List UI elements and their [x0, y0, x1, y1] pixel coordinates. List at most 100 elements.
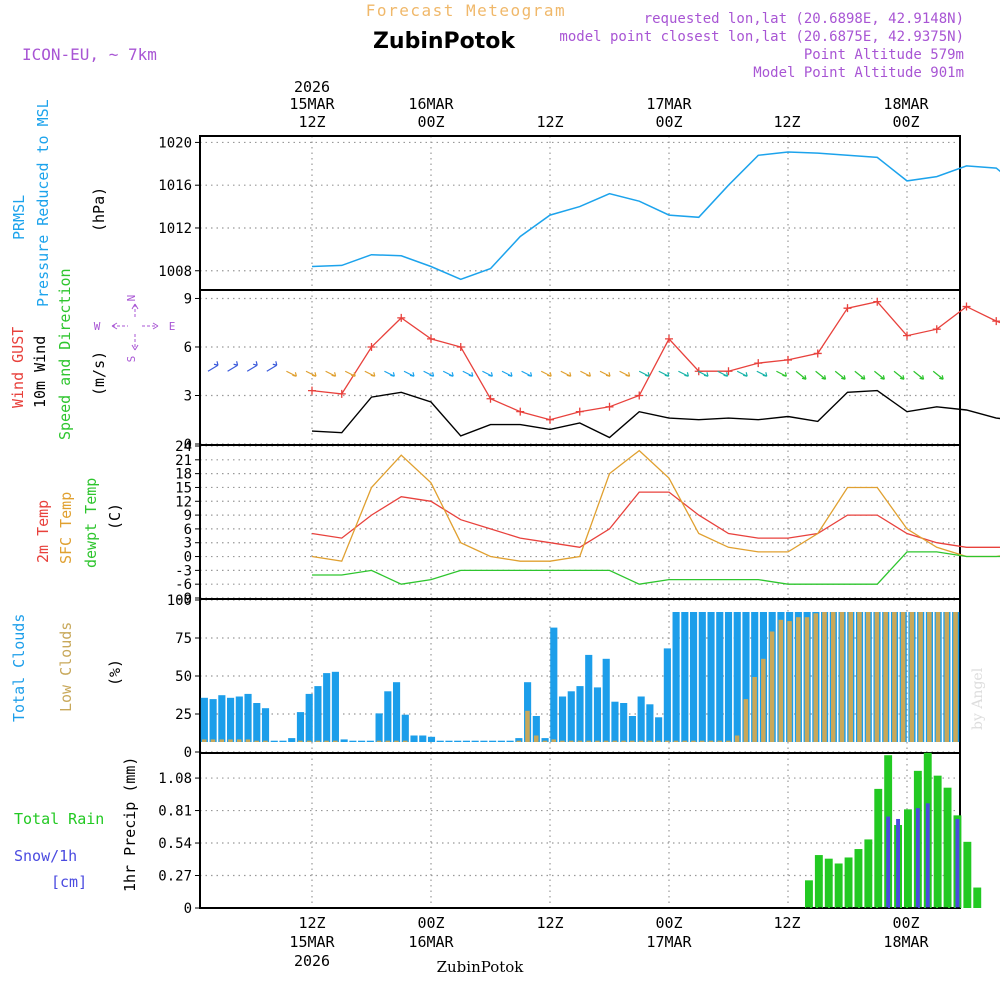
- total-cloud-bar: [576, 686, 584, 742]
- snow-unit: [cm]: [51, 873, 87, 891]
- total-cloud-bar: [620, 703, 628, 742]
- low-cloud-bar: [612, 740, 618, 742]
- total-cloud-bar: [585, 654, 593, 742]
- low-cloud-bar: [525, 710, 530, 742]
- rain-bar: [824, 858, 833, 908]
- wind-dir-arrow: [521, 370, 533, 377]
- y-tick-label: 6: [184, 522, 192, 538]
- snow-bar: [955, 818, 960, 908]
- wind-dir-arrow: [834, 370, 846, 380]
- low-cloud-bar: [324, 740, 329, 742]
- wind-line: [311, 389, 1000, 439]
- total-cloud-bar: [707, 612, 715, 742]
- wind-dir-arrow: [266, 361, 278, 372]
- wind-dir-arrow: [384, 370, 395, 377]
- total-cloud-bar: [480, 740, 488, 742]
- low-cloud-bar: [656, 740, 661, 742]
- low-cloud-bar: [883, 612, 888, 742]
- total-cloud-bar: [235, 696, 243, 742]
- rain-bar: [814, 855, 823, 908]
- total-cloud-bar: [489, 740, 497, 742]
- compass-s: S: [125, 356, 138, 363]
- low-cloud-bar: [874, 612, 880, 742]
- low-cloud-bar: [402, 740, 408, 742]
- wind-label: 10m Wind: [31, 336, 49, 408]
- time-label: 12Z: [773, 113, 800, 131]
- total-cloud-bar: [506, 740, 514, 742]
- total-cloud-bar: [602, 658, 610, 742]
- compass-rose: N S W E: [94, 295, 176, 363]
- time-label: 00Z: [417, 914, 444, 932]
- time-label: 12Z: [298, 113, 325, 131]
- wind-dir-arrow: [697, 370, 709, 377]
- wind-frame: [199, 289, 961, 446]
- total-cloud-bar: [567, 691, 575, 742]
- total-cloud-bar: [358, 740, 366, 742]
- pressure-unit: (hPa): [90, 187, 108, 232]
- gust-marker: [784, 355, 792, 364]
- wind-dir-arrow: [246, 361, 258, 372]
- wind-dir-arrow: [638, 370, 650, 377]
- gust-marker: [516, 407, 525, 416]
- y-tick-label: 25: [175, 707, 192, 723]
- point-altitude: Point Altitude 579m: [804, 47, 964, 63]
- wind-dir-arrow: [932, 370, 944, 380]
- low-cloud-bar: [935, 612, 941, 742]
- total-cloud-bar: [384, 691, 392, 742]
- low-cloud-bar: [533, 735, 539, 742]
- temp-unit: (C): [106, 503, 124, 530]
- y-tick-label: 1020: [158, 135, 192, 151]
- low-cloud-bar: [595, 740, 600, 742]
- y-tick-label: 9: [184, 508, 192, 524]
- gust-marker: [367, 342, 376, 351]
- signature: by Angel: [970, 667, 986, 730]
- low-cloud-bar: [708, 740, 714, 742]
- pressure-line: [311, 151, 1000, 281]
- wind-dir-arrow: [854, 370, 866, 380]
- y-tick-label: 0: [184, 550, 192, 566]
- low-cloud-bar: [865, 612, 871, 742]
- low-cloud-bar: [953, 612, 958, 742]
- wind-dir-arrow: [423, 370, 435, 377]
- rain-bar: [844, 857, 853, 908]
- low-cloud-bar: [202, 739, 207, 742]
- wind-dir-arrow: [344, 370, 356, 377]
- gust-marker: [665, 334, 673, 343]
- low-cloud-bar: [298, 740, 303, 742]
- low-cloud-label: Low Clouds: [57, 622, 75, 712]
- time-label: 12Z: [536, 113, 563, 131]
- wind-dir-arrow: [227, 361, 239, 372]
- plot-layer: 1008101210161020036924211815129630-3-6-9…: [158, 135, 1000, 917]
- rain-bar: [805, 880, 813, 908]
- low-cloud-bar: [778, 619, 784, 742]
- low-cloud-bar: [385, 740, 390, 742]
- low-cloud-bar: [568, 740, 574, 742]
- low-cloud-bar: [691, 740, 696, 742]
- rain-bar: [973, 887, 982, 908]
- rain-bar: [963, 841, 972, 908]
- total-cloud-bar: [366, 740, 374, 742]
- low-cloud-bar: [621, 740, 626, 742]
- gust-marker: [992, 317, 1000, 326]
- total-cloud-bar: [218, 695, 226, 742]
- gust-marker: [813, 349, 822, 358]
- wind-dir-arrow: [364, 370, 376, 377]
- total-cloud-bar: [515, 738, 523, 742]
- total-cloud-bar: [349, 740, 357, 742]
- wind-labels: Wind GUST 10m Wind Speed and Direction (…: [9, 268, 108, 440]
- time-label: 00Z: [892, 914, 919, 932]
- low-cloud-bar: [796, 617, 801, 742]
- total-cloud-bar: [445, 740, 453, 742]
- low-cloud-bar: [813, 613, 819, 742]
- wind-dir-arrow: [403, 370, 415, 377]
- pressure-label-2: Pressure Reduced to MSL: [34, 99, 52, 307]
- wind-dir-arrow: [815, 370, 827, 380]
- y-tick-label: 12: [175, 494, 192, 510]
- low-cloud-bar: [263, 740, 268, 742]
- low-cloud-bar: [839, 612, 845, 742]
- total-cloud-bar: [340, 739, 348, 742]
- precip-unit: 1hr Precip (mm): [121, 757, 139, 892]
- cloud-unit: (%): [106, 659, 124, 686]
- compass-n: N: [125, 295, 138, 302]
- total-cloud-bar: [637, 696, 645, 742]
